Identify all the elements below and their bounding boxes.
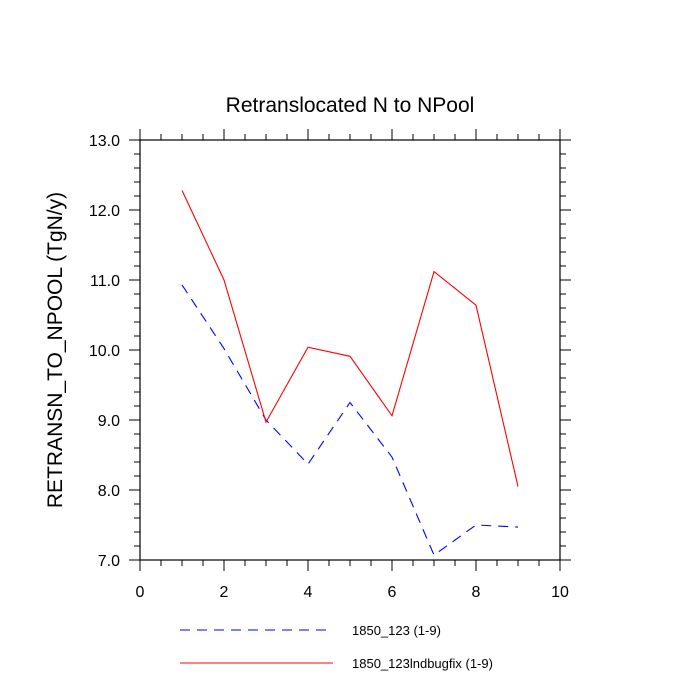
x-tick-label: 10 — [551, 584, 569, 601]
minor-ticks — [134, 134, 566, 566]
x-tick-label: 4 — [304, 584, 313, 601]
x-tick-label: 0 — [136, 584, 145, 601]
y-tick-label: 9.0 — [98, 413, 120, 430]
y-axis-label: RETRANSN_TO_NPOOL (TgN/y) — [44, 192, 67, 508]
series-line-2 — [181, 190, 519, 487]
y-tick-label: 11.0 — [90, 273, 120, 290]
tick-labels: 0 2 4 6 8 10 7.0 8.0 9.0 10.0 11.0 12.0 13.0 — [89, 133, 569, 601]
plot-frame — [139, 139, 561, 561]
legend-label-2: 1850_123lndbugfix (1-9) — [352, 656, 493, 671]
x-tick-label: 2 — [220, 584, 229, 601]
y-tick-label: 7.0 — [98, 553, 120, 570]
x-tick-label: 8 — [472, 584, 481, 601]
y-tick-label: 10.0 — [89, 343, 120, 360]
x-tick-label: 6 — [388, 584, 397, 601]
series-line-1 — [181, 284, 519, 556]
major-ticks — [129, 129, 571, 571]
y-tick-label: 12.0 — [89, 203, 120, 220]
y-tick-label: 13.0 — [89, 133, 120, 150]
series-lines — [181, 190, 519, 556]
y-tick-label: 8.0 — [98, 483, 120, 500]
chart-title: Retranslocated N to NPool — [226, 94, 475, 117]
legend: 1850_123 (1-9) 1850_123lndbugfix (1-9) — [180, 623, 493, 671]
legend-label-1: 1850_123 (1-9) — [352, 623, 441, 638]
